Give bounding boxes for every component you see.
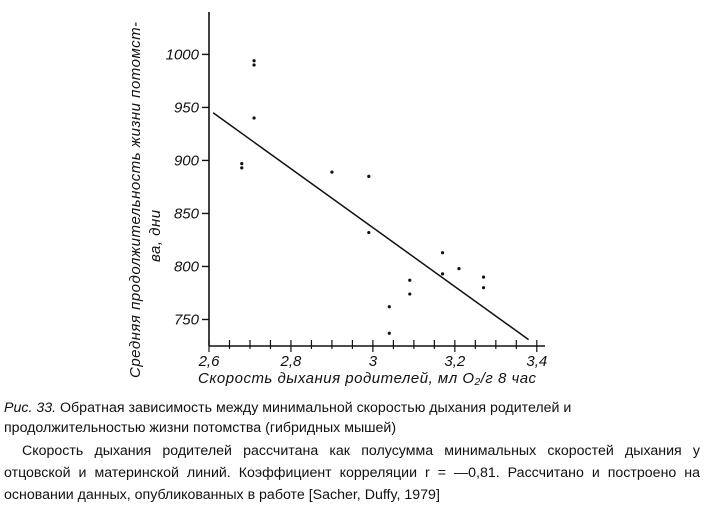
x-axis: 2,6 2,8 3 3,2 3,4	[198, 340, 547, 370]
y-axis-label-line1: Средняя продолжительность жизни потомст-	[127, 21, 144, 378]
x-tick-label: 2,8	[280, 353, 303, 370]
body-paragraph: Скорость дыхания родителей рассчитана ка…	[4, 443, 700, 503]
data-point	[408, 292, 412, 296]
x-tick-label: 3,2	[444, 353, 466, 370]
data-point	[252, 59, 256, 63]
y-tick-label: 900	[174, 152, 200, 169]
data-point	[387, 305, 391, 309]
data-point	[240, 166, 244, 170]
y-axis-label-line2: ва, дни	[147, 209, 164, 262]
x-tick-label: 3,4	[526, 353, 547, 370]
chart-marks	[212, 59, 530, 341]
data-point	[330, 170, 334, 174]
x-axis-label: Скорость дыхания родителей, мл O₂/г 8 ча…	[198, 370, 537, 387]
data-point	[481, 286, 486, 290]
x-tick-label: 2,6	[198, 353, 221, 370]
y-tick-label: 1000	[166, 46, 200, 63]
figure-caption-text: Обратная зависимость между минимальной с…	[4, 400, 572, 436]
y-tick-label: 950	[174, 99, 200, 116]
data-point	[408, 278, 412, 282]
data-point	[252, 63, 256, 67]
y-axis: 750 800 850 900 950 1000	[166, 12, 210, 346]
data-point	[387, 331, 391, 335]
data-point	[367, 174, 371, 178]
data-point	[252, 116, 256, 120]
y-tick-label: 750	[174, 311, 200, 328]
y-tick-label: 800	[174, 258, 200, 275]
data-point	[440, 272, 445, 276]
data-point	[457, 266, 461, 271]
regression-line	[212, 112, 530, 341]
data-point	[367, 230, 371, 235]
figure-caption: Рис. 33. Обратная зависимость между мини…	[4, 398, 700, 438]
scatter-chart: 750 800 850 900 950 1000 2,6 2,8 3 3,2 3,4 Скорос…	[127, 12, 547, 387]
data-point	[240, 162, 244, 166]
figure-number: Рис. 33.	[4, 400, 57, 416]
data-point	[481, 275, 486, 279]
data-point	[440, 251, 445, 255]
y-tick-label: 850	[174, 205, 200, 222]
x-tick-label: 3	[369, 353, 378, 370]
